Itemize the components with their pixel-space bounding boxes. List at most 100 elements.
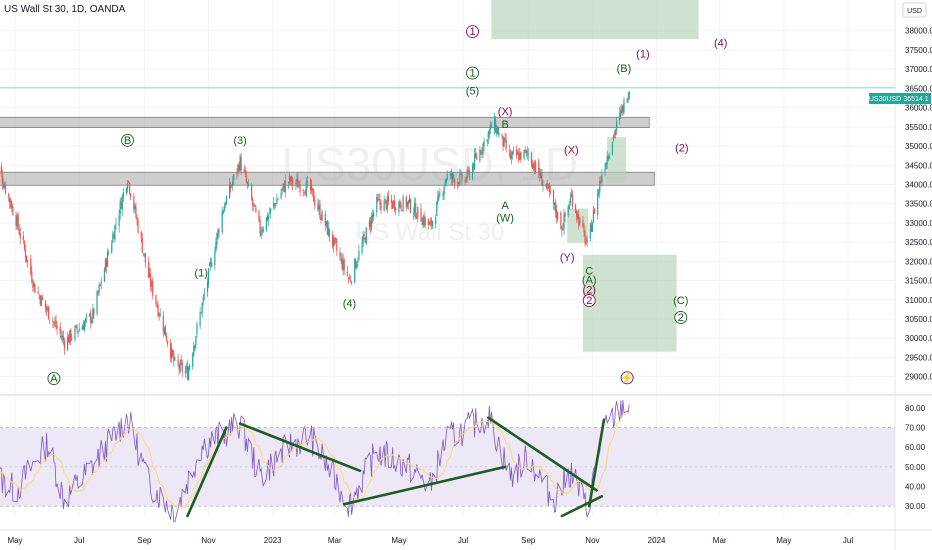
candle-body-down [133,195,135,210]
candle-body-down [45,306,48,311]
candle-body-down [541,174,543,186]
candle-body-up [221,211,223,233]
candle-body-up [350,281,353,283]
candle-body-up [281,188,283,191]
candle-body-up [296,178,298,183]
target-zone [491,0,699,40]
candle-body-down [10,201,12,208]
candle-body-up [184,370,186,373]
candle-body-up [126,183,129,190]
target-zone [607,137,627,183]
price-badge-symbol-bg [869,93,901,104]
candle-body-up [274,203,276,205]
y-axis-layer[interactable]: 38000.0 37500.0 37000.0 36500.0 36000.0 35500… [905,27,932,511]
price-badge-value: 36514.1 [903,96,928,103]
candle-body-down [304,193,306,195]
candle-body-down [332,236,334,246]
candle-body-up [108,252,110,254]
candle-body-up [393,200,395,207]
candle-body-up [422,217,424,227]
candle-body-up [579,217,581,224]
candle-body-up [402,196,404,211]
candle-body-up [298,185,300,187]
candle-body-up [233,174,235,181]
candle-body-down [415,203,417,219]
candle-body-down [458,182,460,185]
candle-body-up [98,285,100,293]
candle-body-up [47,308,49,310]
candle-body-down [211,263,213,267]
candle-body-up [91,319,93,324]
candle-body-down [172,350,174,356]
candle-body-down [22,236,25,240]
candle-body-up [99,284,101,286]
candle-body-up [159,313,161,317]
candle-body-up [496,127,498,134]
annotations-layer: BA(3)(1)(4)11(5)(X)B(X)A(W)(Y)(B)(1)(4)(… [47,25,727,385]
candle-body-down [334,237,336,240]
wave-label: C [585,265,593,277]
time-tick-label: Sep [521,536,536,545]
candle-body-up [471,165,474,179]
candle-body-up [436,201,438,216]
x-axis-layer[interactable]: May Jul Sep Nov 2023 Mar May Jul Sep Nov 2024 Mar Ma… [0,529,932,545]
candle-body-down [476,156,478,159]
candle-body-up [569,197,571,204]
candle-body-down [355,260,357,269]
wave-label: B [501,119,508,131]
candle-body-up [606,156,608,165]
candle-body-up [567,206,569,216]
wave-label: (2) [583,285,596,297]
candle-body-up [185,367,188,370]
candle-body-up [358,250,360,260]
candle-body-up [503,137,505,147]
candle-body-up [49,319,51,321]
candle-body-up [365,227,367,245]
candle-body-down [549,190,551,193]
candle-body-down [475,153,477,157]
candle-body-up [620,109,622,114]
candle-body-down [524,150,526,152]
candle-body-up [540,172,542,179]
candle-body-down [1,175,3,184]
currency-badge[interactable]: USD [902,2,927,18]
candle-body-down [41,297,43,300]
candle-body-up [277,199,279,200]
price-badge-symbol: US30USD [869,96,901,103]
candle-body-down [530,152,533,164]
candle-body-down [450,173,453,179]
watermark-name: US Wall St 30 [356,219,505,246]
candle-body-up [597,193,599,216]
candle-body-down [200,312,202,314]
candle-body-up [276,199,278,204]
candle-body-up [114,225,116,241]
candle-body-down [583,225,585,233]
candle-body-down [320,218,322,221]
candle-body-down [34,284,36,294]
wave-label: (X) [564,144,579,156]
candle-body-down [346,271,348,276]
candle-body-down [150,273,152,287]
support-zone [0,171,655,186]
candle-body-up [284,181,286,192]
price-tick-label: 30500.0 [905,315,932,324]
candle-body-down [481,151,483,153]
rsi-trendline [486,416,598,492]
candle-body-down [314,200,316,206]
candle-body-up [511,151,514,155]
candle-body-up [586,239,588,241]
candle-body-down [32,283,34,288]
candle-body-down [420,208,422,222]
candle-body-down [135,207,137,218]
candle-body-up [247,184,250,186]
candle-body-down [341,258,343,269]
candle-body-down [574,204,577,213]
candle-body-up [340,257,342,259]
candle-body-up [438,193,440,199]
candle-body-down [409,199,412,213]
wave-label: 2 [586,295,592,307]
candle-body-up [357,261,359,263]
candle-body-up [121,195,123,210]
candle-body-down [113,234,115,239]
wave-label: (2) [675,142,688,154]
